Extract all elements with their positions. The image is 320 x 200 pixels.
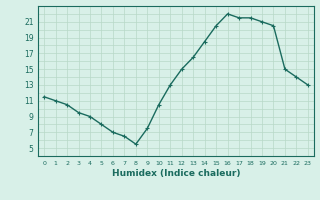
X-axis label: Humidex (Indice chaleur): Humidex (Indice chaleur) [112, 169, 240, 178]
